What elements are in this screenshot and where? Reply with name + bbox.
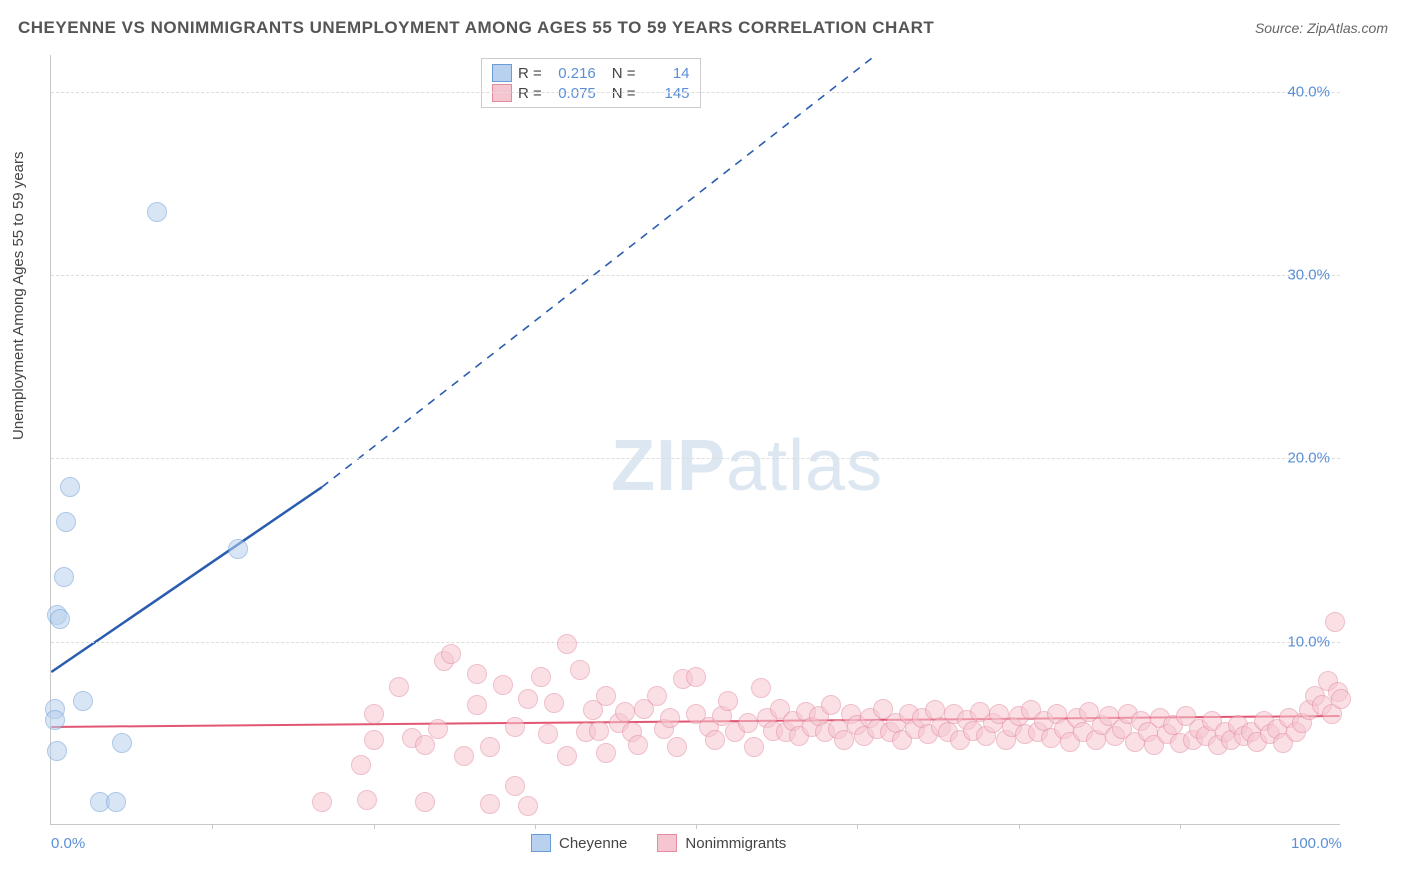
point-nonimmigrants xyxy=(738,713,758,733)
point-nonimmigrants xyxy=(441,644,461,664)
point-nonimmigrants xyxy=(705,730,725,750)
x-tick-mark xyxy=(1180,824,1181,829)
point-nonimmigrants xyxy=(467,664,487,684)
legend-n-cheyenne: 14 xyxy=(642,65,690,82)
point-nonimmigrants xyxy=(480,794,500,814)
point-nonimmigrants xyxy=(1325,612,1345,632)
point-cheyenne xyxy=(54,567,74,587)
point-cheyenne xyxy=(60,477,80,497)
point-nonimmigrants xyxy=(647,686,667,706)
x-tick-mark xyxy=(1019,824,1020,829)
point-nonimmigrants xyxy=(351,755,371,775)
point-nonimmigrants xyxy=(312,792,332,812)
x-tick-mark xyxy=(535,824,536,829)
point-cheyenne xyxy=(56,512,76,532)
point-nonimmigrants xyxy=(589,721,609,741)
watermark: ZIPatlas xyxy=(611,425,883,507)
point-nonimmigrants xyxy=(718,691,738,711)
point-nonimmigrants xyxy=(480,737,500,757)
point-nonimmigrants xyxy=(364,704,384,724)
gridline xyxy=(51,458,1340,459)
x-tick-label: 0.0% xyxy=(51,835,85,852)
point-nonimmigrants xyxy=(454,746,474,766)
legend-r-cheyenne: 0.216 xyxy=(548,65,596,82)
legend-r-nonimmigrants: 0.075 xyxy=(548,85,596,102)
point-nonimmigrants xyxy=(415,792,435,812)
legend-n-label: N = xyxy=(612,85,636,102)
point-nonimmigrants xyxy=(428,719,448,739)
swatch-cheyenne xyxy=(492,64,512,82)
legend-label-cheyenne: Cheyenne xyxy=(559,835,627,852)
legend-n-label: N = xyxy=(612,65,636,82)
plot-area: ZIPatlas R = 0.216 N = 14 R = 0.075 N = … xyxy=(50,55,1340,825)
point-cheyenne xyxy=(228,539,248,559)
point-nonimmigrants xyxy=(570,660,590,680)
correlation-legend: R = 0.216 N = 14 R = 0.075 N = 145 xyxy=(481,58,701,108)
point-nonimmigrants xyxy=(667,737,687,757)
gridline xyxy=(51,642,1340,643)
legend-r-label: R = xyxy=(518,65,542,82)
series-legend: Cheyenne Nonimmigrants xyxy=(531,834,786,852)
x-tick-mark xyxy=(857,824,858,829)
point-nonimmigrants xyxy=(493,675,513,695)
point-nonimmigrants xyxy=(364,730,384,750)
legend-row-nonimmigrants: R = 0.075 N = 145 xyxy=(492,83,690,103)
swatch-nonimmigrants xyxy=(492,84,512,102)
point-cheyenne xyxy=(45,710,65,730)
point-nonimmigrants xyxy=(557,634,577,654)
legend-label-nonimmigrants: Nonimmigrants xyxy=(685,835,786,852)
y-tick-label: 30.0% xyxy=(1287,267,1330,284)
point-nonimmigrants xyxy=(557,746,577,766)
point-cheyenne xyxy=(47,741,67,761)
x-tick-label: 100.0% xyxy=(1291,835,1342,852)
gridline xyxy=(51,275,1340,276)
gridline xyxy=(51,92,1340,93)
x-tick-mark xyxy=(374,824,375,829)
point-nonimmigrants xyxy=(744,737,764,757)
point-cheyenne xyxy=(73,691,93,711)
legend-item-nonimmigrants: Nonimmigrants xyxy=(657,834,786,852)
point-nonimmigrants xyxy=(518,689,538,709)
legend-n-nonimmigrants: 145 xyxy=(642,85,690,102)
legend-row-cheyenne: R = 0.216 N = 14 xyxy=(492,63,690,83)
source-label: Source: ZipAtlas.com xyxy=(1255,20,1388,36)
point-nonimmigrants xyxy=(505,776,525,796)
point-nonimmigrants xyxy=(628,735,648,755)
legend-item-cheyenne: Cheyenne xyxy=(531,834,627,852)
point-cheyenne xyxy=(106,792,126,812)
point-nonimmigrants xyxy=(660,708,680,728)
swatch-cheyenne xyxy=(531,834,551,852)
point-nonimmigrants xyxy=(1331,689,1351,709)
x-tick-mark xyxy=(696,824,697,829)
point-cheyenne xyxy=(147,202,167,222)
point-nonimmigrants xyxy=(821,695,841,715)
point-cheyenne xyxy=(112,733,132,753)
point-nonimmigrants xyxy=(505,717,525,737)
y-tick-label: 20.0% xyxy=(1287,450,1330,467)
point-nonimmigrants xyxy=(544,693,564,713)
point-nonimmigrants xyxy=(518,796,538,816)
swatch-nonimmigrants xyxy=(657,834,677,852)
point-nonimmigrants xyxy=(415,735,435,755)
point-nonimmigrants xyxy=(357,790,377,810)
legend-r-label: R = xyxy=(518,85,542,102)
y-axis-label: Unemployment Among Ages 55 to 59 years xyxy=(10,151,27,440)
point-nonimmigrants xyxy=(686,667,706,687)
chart-title: CHEYENNE VS NONIMMIGRANTS UNEMPLOYMENT A… xyxy=(18,18,934,38)
point-nonimmigrants xyxy=(389,677,409,697)
point-nonimmigrants xyxy=(751,678,771,698)
point-nonimmigrants xyxy=(596,743,616,763)
point-nonimmigrants xyxy=(531,667,551,687)
point-nonimmigrants xyxy=(538,724,558,744)
y-tick-label: 40.0% xyxy=(1287,83,1330,100)
y-tick-label: 10.0% xyxy=(1287,633,1330,650)
point-nonimmigrants xyxy=(467,695,487,715)
header: CHEYENNE VS NONIMMIGRANTS UNEMPLOYMENT A… xyxy=(18,18,1388,38)
point-cheyenne xyxy=(50,609,70,629)
point-nonimmigrants xyxy=(596,686,616,706)
x-tick-mark xyxy=(212,824,213,829)
point-nonimmigrants xyxy=(615,702,635,722)
